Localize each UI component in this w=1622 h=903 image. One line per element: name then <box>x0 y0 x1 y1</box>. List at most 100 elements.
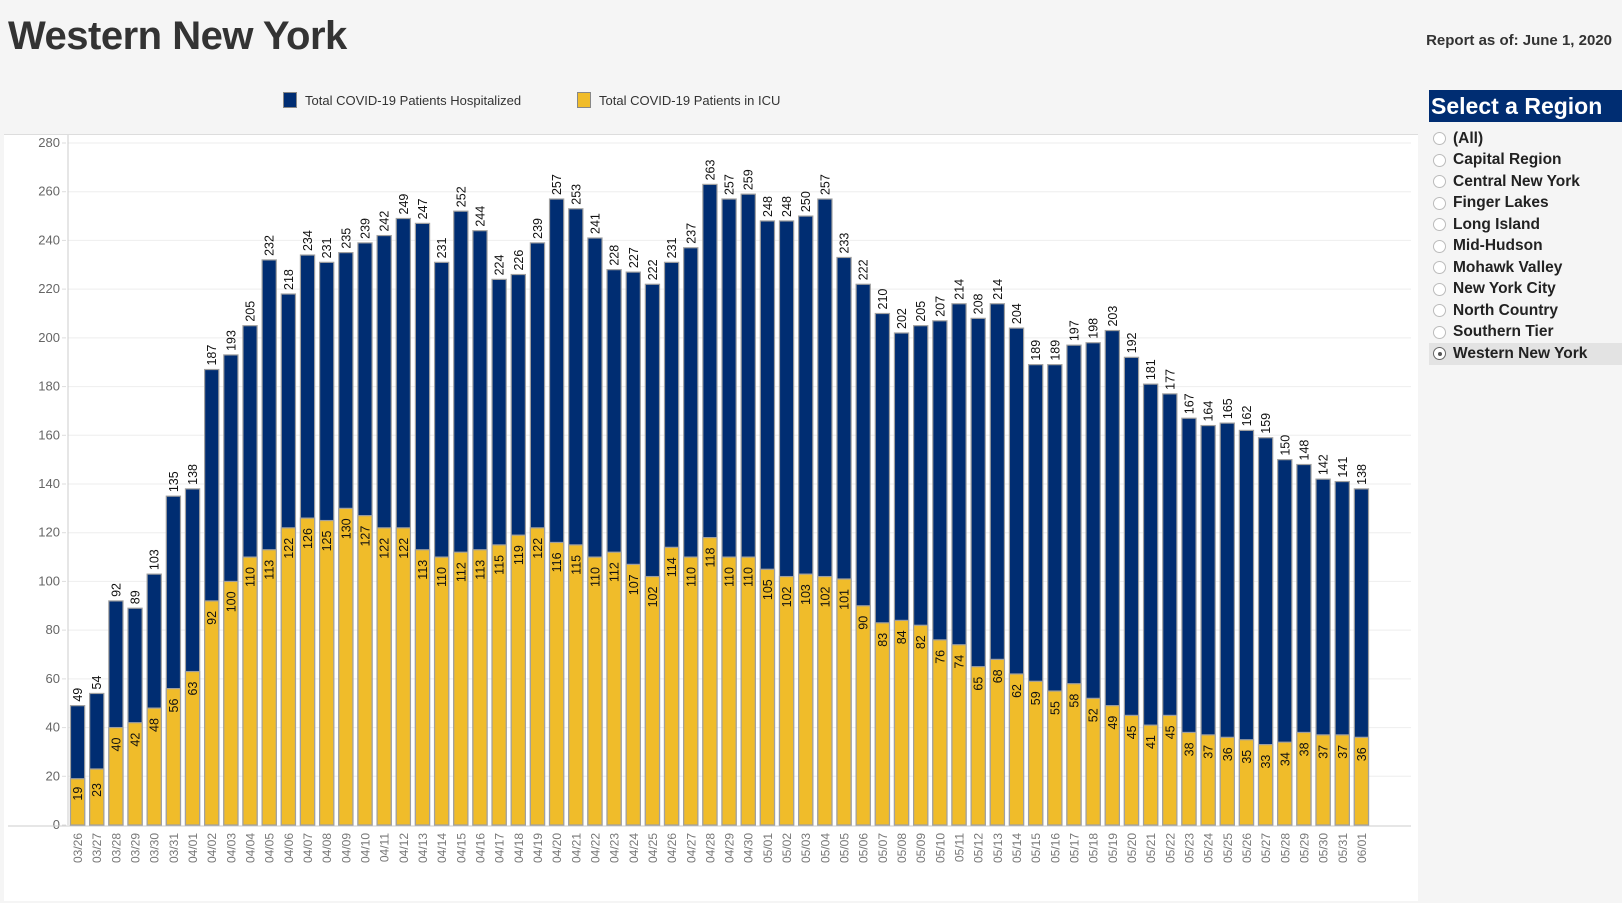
data-label-icu: 110 <box>244 567 258 587</box>
region-option-mohawk-valley[interactable]: Mohawk Valley <box>1429 257 1622 279</box>
bar-icu <box>932 639 948 826</box>
bar-icu <box>587 556 603 826</box>
x-tick-label: 05/20 <box>1125 833 1139 863</box>
data-label-icu: 119 <box>512 545 526 565</box>
data-label-icu: 122 <box>531 538 545 559</box>
radio-unchecked-icon[interactable] <box>1433 282 1446 296</box>
legend-item-icu[interactable]: Total COVID-19 Patients in ICU <box>577 92 780 108</box>
bar-icu <box>663 546 680 826</box>
data-label-icu: 92 <box>205 611 219 625</box>
radio-unchecked-icon[interactable] <box>1433 153 1446 167</box>
region-option-all[interactable]: (All) <box>1429 128 1622 150</box>
x-tick-label: 05/03 <box>799 833 813 863</box>
region-option-capital-region[interactable]: Capital Region <box>1429 150 1622 172</box>
region-option-label: New York City <box>1453 280 1556 298</box>
region-option-central-new-york[interactable]: Central New York <box>1429 171 1622 193</box>
data-label-icu: 110 <box>742 567 756 587</box>
radio-unchecked-icon[interactable] <box>1433 196 1446 210</box>
radio-unchecked-icon[interactable] <box>1433 239 1446 253</box>
region-option-long-island[interactable]: Long Island <box>1429 214 1622 236</box>
x-tick-label: 05/11 <box>953 833 967 862</box>
radio-unchecked-icon[interactable] <box>1433 218 1446 232</box>
data-label-icu: 56 <box>167 699 181 713</box>
bar-icu <box>529 527 546 826</box>
x-tick-label: 03/28 <box>109 833 123 863</box>
data-label-hospitalized: 239 <box>531 218 545 239</box>
data-label-hospitalized: 203 <box>1106 306 1120 327</box>
y-tick-label: 200 <box>38 330 60 345</box>
x-tick-label: 05/14 <box>1010 833 1024 863</box>
x-tick-label: 03/27 <box>90 833 104 863</box>
data-label-icu: 102 <box>818 587 832 608</box>
data-label-hospitalized: 198 <box>1087 318 1101 339</box>
data-label-icu: 118 <box>703 548 717 568</box>
region-option-label: Long Island <box>1453 215 1540 233</box>
x-tick-label: 05/24 <box>1202 833 1216 863</box>
data-label-icu: 62 <box>1010 684 1024 698</box>
bar-icu <box>1104 705 1121 826</box>
x-tick-label: 04/10 <box>359 833 373 863</box>
data-label-hospitalized: 89 <box>129 590 143 604</box>
region-option-label: North Country <box>1453 301 1559 319</box>
data-label-icu: 112 <box>608 562 622 582</box>
x-tick-label: 05/30 <box>1317 833 1331 863</box>
legend-item-hospitalized[interactable]: Total COVID-19 Patients Hospitalized <box>283 92 521 108</box>
data-label-icu: 19 <box>71 787 85 801</box>
x-tick-label: 06/01 <box>1355 833 1369 863</box>
data-label-icu: 122 <box>282 538 296 559</box>
bar-icu <box>146 707 162 826</box>
data-label-hospitalized: 231 <box>435 237 449 258</box>
data-label-hospitalized: 250 <box>799 191 813 212</box>
x-tick-label: 05/15 <box>1029 833 1043 863</box>
data-label-hospitalized: 224 <box>493 254 507 275</box>
region-option-finger-lakes[interactable]: Finger Lakes <box>1429 193 1622 215</box>
x-tick-label: 05/02 <box>780 833 794 863</box>
region-option-southern-tier[interactable]: Southern Tier <box>1429 322 1622 344</box>
data-label-icu: 122 <box>378 538 392 559</box>
region-option-new-york-city[interactable]: New York City <box>1429 279 1622 301</box>
region-option-mid-hudson[interactable]: Mid-Hudson <box>1429 236 1622 258</box>
legend-swatch-hospitalized <box>283 92 297 108</box>
data-label-icu: 23 <box>90 783 104 797</box>
x-tick-label: 05/06 <box>857 833 871 863</box>
x-tick-label: 04/28 <box>703 833 717 863</box>
bar-icu <box>740 556 756 826</box>
x-tick-label: 03/26 <box>71 833 85 863</box>
data-label-hospitalized: 162 <box>1240 406 1254 427</box>
radio-checked-icon[interactable] <box>1433 347 1446 361</box>
x-tick-label: 05/07 <box>876 833 890 863</box>
region-option-label: Finger Lakes <box>1453 194 1549 212</box>
y-tick-label: 160 <box>38 427 60 442</box>
data-label-hospitalized: 253 <box>569 184 583 205</box>
region-option-north-country[interactable]: North Country <box>1429 300 1622 322</box>
bar-icu <box>951 644 967 826</box>
x-tick-label: 05/25 <box>1221 833 1235 863</box>
bar-icu <box>836 578 852 826</box>
data-label-icu: 100 <box>224 591 238 612</box>
data-label-hospitalized: 214 <box>953 279 967 300</box>
data-label-hospitalized: 138 <box>1355 464 1369 485</box>
data-label-hospitalized: 226 <box>512 250 526 271</box>
data-label-hospitalized: 189 <box>1029 340 1043 361</box>
bar-icu <box>280 527 297 826</box>
radio-unchecked-icon[interactable] <box>1433 304 1446 318</box>
data-label-hospitalized: 248 <box>780 196 794 217</box>
x-tick-label: 04/18 <box>512 833 526 863</box>
y-tick-label: 180 <box>38 379 60 394</box>
x-tick-label: 04/30 <box>742 833 756 863</box>
data-label-hospitalized: 228 <box>608 245 622 266</box>
data-label-hospitalized: 207 <box>933 296 947 317</box>
data-label-hospitalized: 222 <box>857 259 871 280</box>
radio-unchecked-icon[interactable] <box>1433 132 1446 146</box>
radio-unchecked-icon[interactable] <box>1433 325 1446 339</box>
data-label-hospitalized: 205 <box>914 301 928 322</box>
y-tick-label: 140 <box>38 476 60 491</box>
data-label-icu: 90 <box>857 616 871 630</box>
x-tick-label: 05/04 <box>818 833 832 863</box>
data-label-icu: 59 <box>1029 691 1043 705</box>
region-option-western-new-york[interactable]: Western New York <box>1429 343 1622 365</box>
radio-unchecked-icon[interactable] <box>1433 175 1446 189</box>
data-label-icu: 126 <box>301 528 315 549</box>
radio-unchecked-icon[interactable] <box>1433 261 1446 275</box>
data-label-icu: 110 <box>684 567 698 587</box>
